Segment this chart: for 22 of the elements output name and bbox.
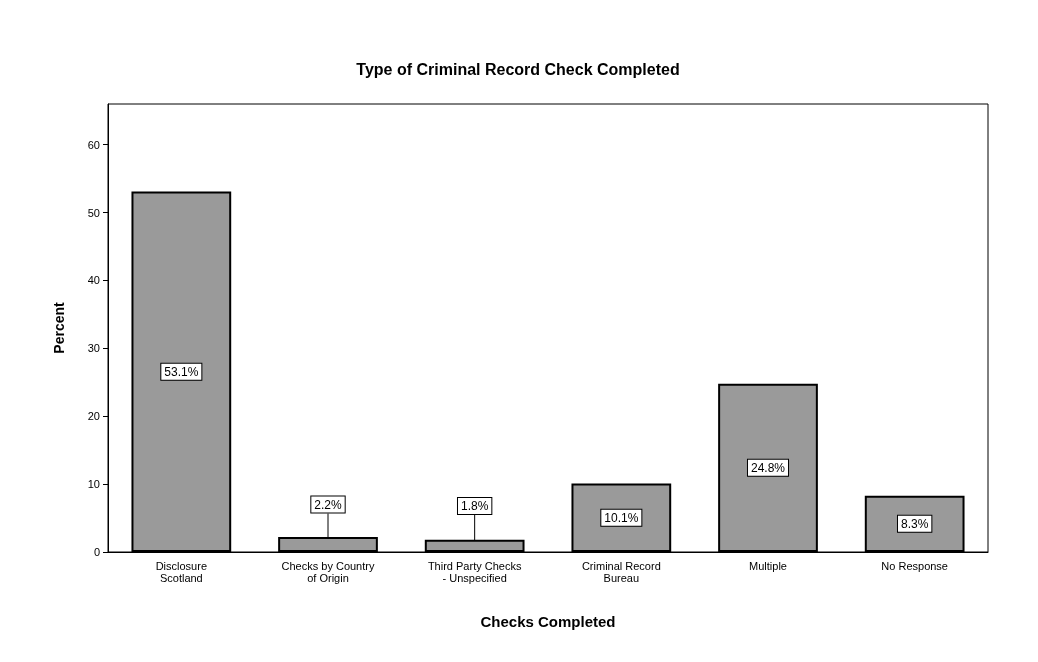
- y-tick-label: 0: [93, 546, 100, 558]
- chart-title: Type of Criminal Record Check Completed: [356, 60, 680, 78]
- data-label: 53.1%: [164, 364, 199, 379]
- data-label: 10.1%: [604, 510, 639, 525]
- y-tick-label: 60: [87, 138, 100, 151]
- x-tick-label: Third Party Checks - Unspecified: [427, 560, 522, 584]
- x-tick-label: Disclosure Scotland: [155, 560, 208, 584]
- x-axis-title: Checks Completed: [480, 613, 616, 630]
- x-tick-label: Checks by Country of Origin: [281, 560, 375, 584]
- y-tick-label: 10: [87, 478, 100, 491]
- data-label: 2.2%: [314, 497, 342, 512]
- y-tick-label: 50: [87, 206, 100, 219]
- x-tick-label: No Response: [881, 560, 948, 572]
- data-label: 1.8%: [460, 498, 489, 513]
- y-tick-label: 20: [87, 410, 100, 423]
- data-label: 8.3%: [900, 516, 929, 531]
- x-tick-label: Multiple: [749, 560, 787, 572]
- y-tick-label: 40: [87, 274, 100, 287]
- x-tick-label: Criminal Record Bureau: [581, 560, 661, 584]
- data-label: 24.8%: [750, 460, 786, 475]
- y-tick-label: 30: [87, 342, 100, 355]
- y-axis-title: Percent: [51, 301, 67, 354]
